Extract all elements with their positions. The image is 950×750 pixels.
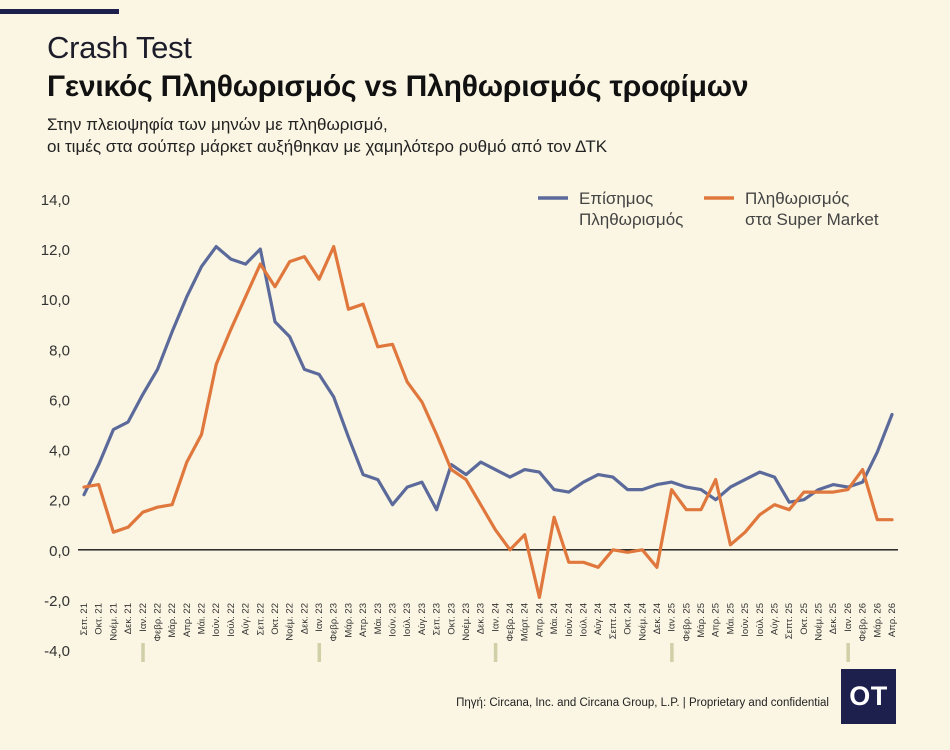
y-tick-label: -4,0 bbox=[44, 643, 70, 660]
y-tick-label: 4,0 bbox=[49, 443, 70, 460]
x-tick-label: Φεβρ. 26 bbox=[858, 603, 869, 642]
year-marker bbox=[670, 643, 674, 662]
x-tick-label: Μάι. 22 bbox=[197, 603, 208, 634]
x-tick-label: Μάρ. 26 bbox=[872, 603, 883, 638]
x-tick-label: Σεπ. 23 bbox=[432, 603, 443, 636]
y-tick-label: -2,0 bbox=[44, 593, 70, 610]
legend-label-1-line2: Πληθωρισμός bbox=[579, 210, 683, 229]
x-tick-label: Μάι. 25 bbox=[725, 603, 736, 634]
x-tick-label: Μάι. 24 bbox=[549, 603, 560, 634]
x-tick-label: Νοέμ. 23 bbox=[461, 603, 472, 641]
x-tick-label: Δεκ. 24 bbox=[652, 603, 663, 634]
page-title: Crash Test bbox=[47, 30, 192, 65]
top-accent-bar bbox=[0, 9, 119, 14]
series-line-1 bbox=[82, 245, 894, 512]
chart-headline: Γενικός Πληθωρισμός vs Πληθωρισμός τροφί… bbox=[47, 70, 749, 103]
x-tick-label: Ιούν. 22 bbox=[211, 603, 222, 637]
x-tick-label: Νοέμ. 22 bbox=[285, 603, 296, 641]
x-tick-label: Ιούν. 24 bbox=[564, 603, 575, 637]
ot-logo: OT bbox=[841, 669, 896, 724]
x-tick-label: Οκτ. 25 bbox=[799, 603, 810, 635]
x-tick-label: Ιούλ. 22 bbox=[226, 603, 237, 637]
x-tick-label: Φεβρ. 23 bbox=[329, 603, 340, 642]
year-marker bbox=[493, 643, 498, 662]
subtitle-line-2: οι τιμές στα σούπερ μάρκετ αυξήθηκαν με … bbox=[47, 137, 608, 156]
y-tick-label: 8,0 bbox=[49, 342, 70, 359]
legend-label-1-line1: Επίσημος bbox=[579, 189, 653, 208]
x-tick-label: Ιούν. 25 bbox=[740, 603, 751, 637]
x-tick-label: Δεκ. 25 bbox=[828, 603, 839, 634]
y-tick-label: 2,0 bbox=[49, 493, 70, 510]
x-tick-label: Οκτ. 21 bbox=[94, 603, 105, 635]
x-tick-label: Μάρ. 25 bbox=[696, 603, 707, 638]
x-tick-label: Σεπ. 21 bbox=[79, 603, 90, 636]
x-tick-label: Ιούλ. 25 bbox=[755, 603, 766, 637]
legend-label-2-line1: Πληθωρισμός bbox=[745, 189, 849, 208]
x-tick-label: Ιαν. 24 bbox=[490, 603, 501, 632]
x-tick-label: Μάρ. 23 bbox=[343, 603, 354, 638]
x-tick-label: Οκτ. 22 bbox=[270, 603, 281, 635]
x-tick-label: Φεβρ. 24 bbox=[505, 603, 516, 642]
x-tick-label: Ιαν. 23 bbox=[314, 603, 325, 632]
year-marker bbox=[317, 643, 322, 662]
x-tick-label: Νοέμ. 25 bbox=[814, 603, 825, 641]
x-tick-label: Αύγ. 24 bbox=[593, 603, 604, 635]
x-tick-label: Ιούλ. 24 bbox=[578, 603, 589, 637]
y-tick-label: 12,0 bbox=[41, 242, 70, 259]
y-tick-label: 6,0 bbox=[49, 392, 70, 409]
x-tick-label: Ιαν. 25 bbox=[667, 603, 678, 632]
x-tick-label: Σεπ. 22 bbox=[255, 603, 266, 636]
source-note: Πηγή: Circana, Inc. and Circana Group, L… bbox=[456, 697, 829, 709]
x-tick-label: Μάρ. 22 bbox=[167, 603, 178, 638]
x-tick-label: Φεβρ. 25 bbox=[681, 603, 692, 642]
x-tick-label: Ιαν. 22 bbox=[138, 603, 149, 632]
x-tick-label: Αύγ. 22 bbox=[241, 603, 252, 635]
x-tick-label: Νοέμ. 24 bbox=[637, 603, 648, 641]
x-tick-label: Ιαν. 26 bbox=[843, 603, 854, 632]
x-tick-label: Σεπτ. 24 bbox=[608, 603, 619, 639]
x-tick-label: Απρ. 26 bbox=[887, 603, 898, 637]
x-tick-label: Απρ. 23 bbox=[358, 603, 369, 637]
x-tick-label: Μάρτ. 24 bbox=[520, 603, 531, 641]
x-tick-label: Απρ. 22 bbox=[182, 603, 193, 637]
year-marker bbox=[141, 643, 145, 662]
x-tick-label: Σεπτ. 25 bbox=[784, 603, 795, 639]
x-tick-label: Δεκ. 22 bbox=[299, 603, 310, 634]
x-tick-label: Απρ. 25 bbox=[711, 603, 722, 637]
y-tick-label: 14,0 bbox=[41, 192, 70, 209]
x-tick-label: Απρ. 24 bbox=[534, 603, 545, 637]
year-marker bbox=[846, 643, 850, 662]
x-tick-label: Φεβρ. 22 bbox=[152, 603, 163, 642]
chart-subtitle: Στην πλειοψηφία των μηνών με πληθωρισμό,… bbox=[47, 114, 767, 158]
subtitle-line-1: Στην πλειοψηφία των μηνών με πληθωρισμό, bbox=[47, 115, 388, 134]
x-tick-label: Νοέμ. 21 bbox=[108, 603, 119, 641]
x-tick-label: Ιούν. 23 bbox=[388, 603, 399, 637]
legend-label-2-line2: στα Super Market bbox=[745, 210, 879, 229]
x-tick-label: Αύγ. 25 bbox=[769, 603, 780, 635]
x-tick-label: Μάι. 23 bbox=[373, 603, 384, 634]
x-tick-label: Δεκ. 23 bbox=[476, 603, 487, 634]
series-line-2 bbox=[82, 245, 894, 600]
x-tick-label: Αύγ. 23 bbox=[417, 603, 428, 635]
x-tick-label: Οκτ. 23 bbox=[446, 603, 457, 635]
y-tick-label: 10,0 bbox=[41, 292, 70, 309]
x-tick-label: Οκτ. 24 bbox=[623, 603, 634, 635]
y-tick-label: 0,0 bbox=[49, 543, 70, 560]
x-tick-label: Δεκ. 21 bbox=[123, 603, 134, 634]
x-tick-label: Ιούλ. 23 bbox=[402, 603, 413, 637]
